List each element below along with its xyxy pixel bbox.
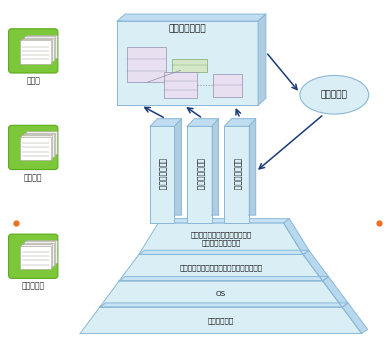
- Text: 非機能要求: 非機能要求: [22, 282, 45, 291]
- Polygon shape: [212, 119, 219, 215]
- FancyBboxPatch shape: [9, 29, 58, 73]
- Text: ハードウェア: ハードウェア: [208, 317, 234, 324]
- Bar: [164, 72, 197, 98]
- FancyBboxPatch shape: [23, 243, 54, 266]
- Polygon shape: [80, 307, 362, 333]
- FancyBboxPatch shape: [24, 241, 56, 265]
- Bar: [172, 59, 207, 72]
- Text: コンポーネント: コンポーネント: [195, 158, 204, 191]
- Text: 用語集: 用語集: [26, 77, 40, 86]
- FancyBboxPatch shape: [20, 246, 51, 269]
- Polygon shape: [100, 303, 348, 307]
- FancyBboxPatch shape: [23, 38, 54, 61]
- Text: コンポーネント: コンポーネント: [158, 158, 167, 191]
- Polygon shape: [303, 250, 328, 281]
- Polygon shape: [224, 126, 249, 223]
- Polygon shape: [283, 219, 309, 254]
- Text: OS: OS: [216, 291, 226, 297]
- FancyBboxPatch shape: [20, 40, 51, 64]
- Text: ソフトウェア・アーキテクチャ
（フレームワーク）: ソフトウェア・アーキテクチャ （フレームワーク）: [190, 231, 251, 246]
- FancyBboxPatch shape: [21, 244, 52, 267]
- FancyBboxPatch shape: [9, 234, 58, 278]
- Bar: [127, 47, 166, 82]
- Polygon shape: [187, 119, 219, 126]
- Text: ライブラリ: ライブラリ: [321, 90, 348, 99]
- Polygon shape: [174, 119, 181, 215]
- Polygon shape: [117, 21, 258, 105]
- FancyBboxPatch shape: [9, 125, 58, 170]
- Bar: [213, 74, 242, 97]
- FancyBboxPatch shape: [23, 134, 54, 157]
- FancyBboxPatch shape: [26, 240, 57, 263]
- Polygon shape: [150, 119, 181, 126]
- FancyBboxPatch shape: [26, 35, 57, 58]
- Polygon shape: [224, 119, 256, 126]
- Ellipse shape: [300, 75, 369, 114]
- Polygon shape: [187, 126, 212, 223]
- Polygon shape: [139, 223, 303, 254]
- Polygon shape: [158, 219, 289, 223]
- Polygon shape: [100, 281, 342, 307]
- FancyBboxPatch shape: [26, 131, 57, 154]
- Polygon shape: [258, 14, 266, 105]
- Polygon shape: [117, 14, 266, 21]
- FancyBboxPatch shape: [21, 135, 52, 159]
- FancyBboxPatch shape: [24, 36, 56, 59]
- FancyBboxPatch shape: [21, 39, 52, 62]
- Polygon shape: [249, 119, 256, 215]
- Text: ドメインモデル: ドメインモデル: [169, 24, 206, 33]
- Polygon shape: [323, 277, 348, 307]
- Text: 機能要求: 機能要求: [24, 173, 43, 182]
- Polygon shape: [139, 250, 309, 254]
- FancyBboxPatch shape: [20, 137, 51, 160]
- Text: コンポーネント: コンポーネント: [232, 158, 241, 191]
- Polygon shape: [150, 126, 174, 223]
- Polygon shape: [119, 277, 328, 281]
- Polygon shape: [342, 303, 368, 333]
- Text: アプリケーション・サーバ／ミドルウェア: アプリケーション・サーバ／ミドルウェア: [179, 264, 262, 271]
- FancyBboxPatch shape: [24, 133, 56, 156]
- Polygon shape: [119, 254, 323, 281]
